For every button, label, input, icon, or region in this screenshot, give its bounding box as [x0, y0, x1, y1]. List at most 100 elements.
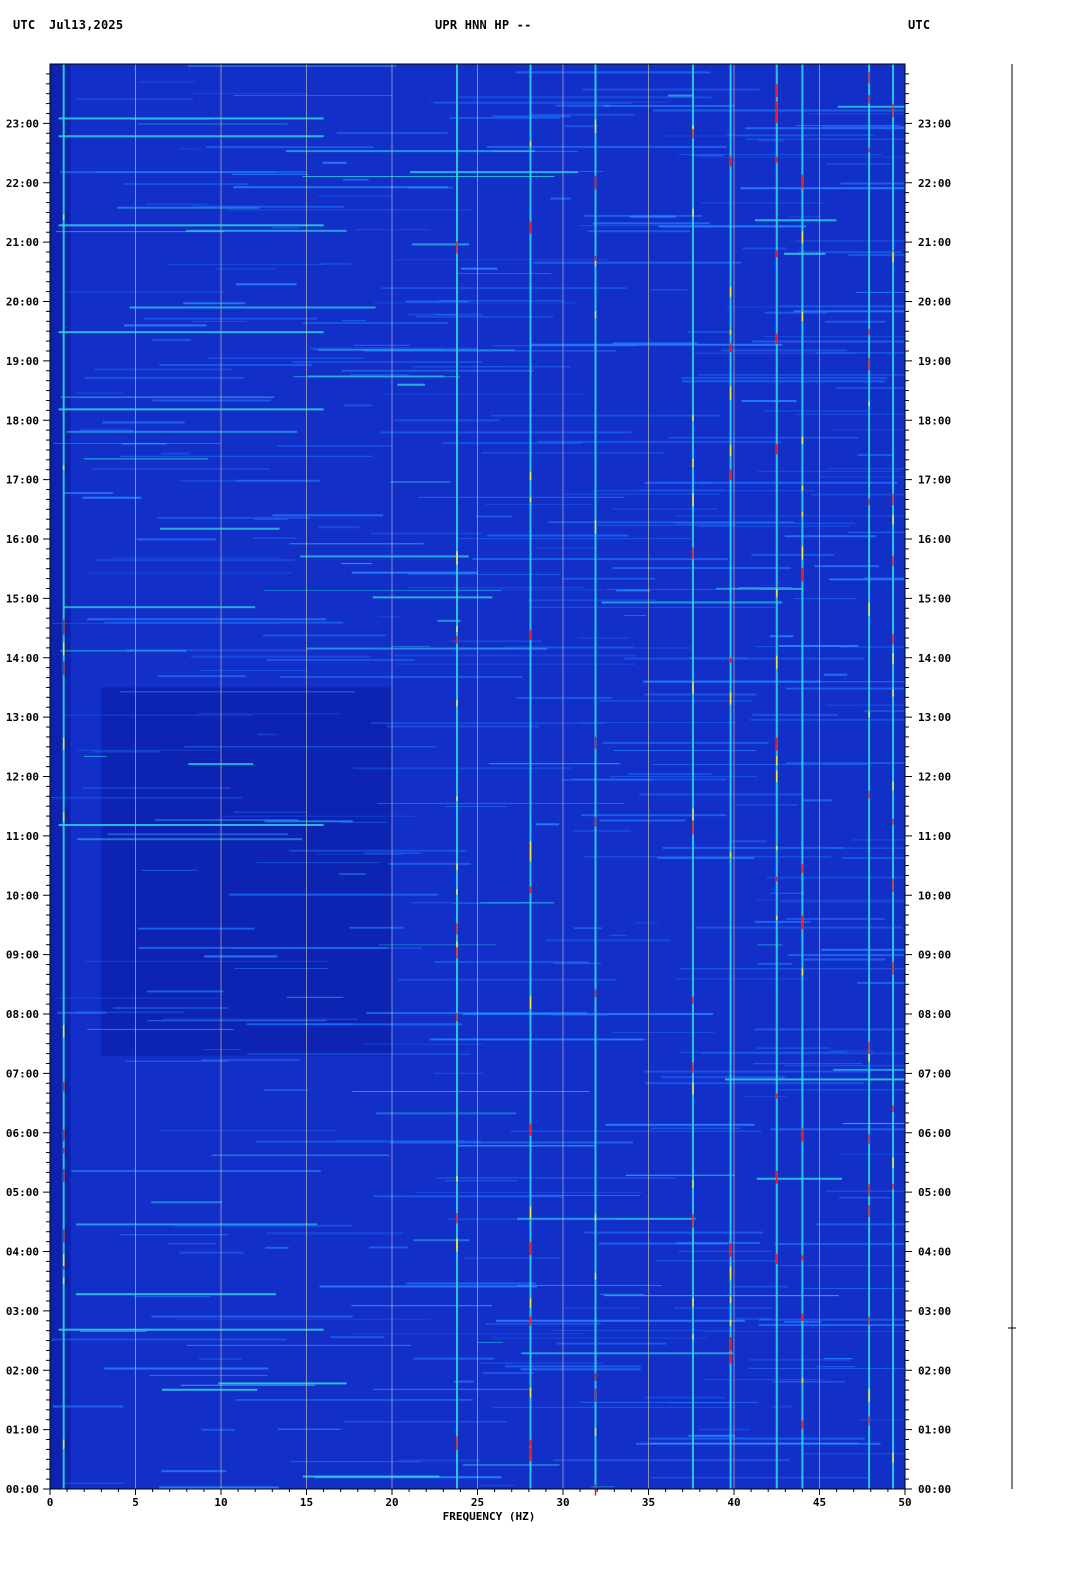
- noise-streak: [776, 1088, 905, 1091]
- noise-streak: [136, 538, 217, 541]
- noise-streak: [161, 1388, 258, 1391]
- noise-streak: [433, 102, 632, 104]
- noise-streak: [477, 1484, 515, 1486]
- noise-streak: [60, 649, 187, 652]
- noise-streak: [71, 1170, 321, 1173]
- noise-streak: [825, 704, 905, 706]
- noise-streak: [75, 1293, 276, 1296]
- noise-streak: [855, 291, 905, 293]
- noise-streak: [859, 1419, 905, 1421]
- noise-streak: [191, 320, 247, 322]
- noise-streak: [613, 750, 757, 752]
- noise-streak: [857, 981, 905, 984]
- noise-streak: [716, 587, 803, 590]
- noise-streak: [257, 733, 277, 736]
- noise-streak: [459, 96, 712, 99]
- noise-streak: [304, 1023, 354, 1026]
- noise-streak: [94, 368, 233, 371]
- noise-streak: [198, 669, 308, 671]
- noise-streak: [485, 503, 593, 505]
- y-tick-label-right: 02:00: [918, 1364, 951, 1377]
- noise-streak: [668, 437, 859, 439]
- noise-streak: [533, 261, 741, 264]
- noise-streak: [758, 962, 792, 965]
- noise-streak: [151, 1201, 223, 1204]
- noise-streak: [79, 1330, 147, 1332]
- noise-streak: [681, 380, 885, 383]
- noise-streak: [561, 779, 652, 781]
- noise-streak: [603, 741, 769, 744]
- broadband-burst: [58, 135, 324, 138]
- broadband-burst: [58, 117, 324, 120]
- noise-streak: [147, 990, 224, 993]
- station-title: UPR HNN HP --: [435, 18, 532, 32]
- noise-streak: [623, 657, 865, 660]
- noise-streak: [612, 1031, 715, 1033]
- noise-streak: [644, 481, 711, 484]
- noise-streak: [773, 1381, 845, 1383]
- noise-streak: [76, 1223, 318, 1226]
- y-tick-label-right: 06:00: [918, 1127, 951, 1140]
- noise-streak: [390, 481, 451, 483]
- left-timezone-label: UTC: [13, 18, 36, 32]
- noise-streak: [755, 920, 811, 923]
- noise-streak: [745, 127, 905, 130]
- noise-streak: [531, 113, 635, 116]
- noise-streak: [319, 262, 352, 265]
- noise-streak: [781, 900, 905, 903]
- noise-streak: [823, 1358, 853, 1360]
- noise-streak: [650, 1477, 870, 1479]
- noise-streak: [151, 339, 191, 342]
- noise-streak: [449, 116, 560, 119]
- noise-streak: [784, 535, 876, 538]
- noise-streak: [82, 496, 142, 499]
- noise-streak: [668, 1402, 733, 1404]
- y-tick-label-right: 00:00: [918, 1483, 951, 1496]
- quiet-band: [101, 687, 393, 1056]
- noise-streak: [457, 538, 692, 540]
- noise-streak: [372, 596, 493, 599]
- x-axis: 0 5 10 15 20 25 30 35 40 45 50: [47, 1489, 912, 1509]
- x-tick-label: 5: [132, 1496, 139, 1509]
- noise-streak: [688, 1434, 736, 1437]
- noise-streak: [235, 479, 320, 482]
- noise-streak: [292, 361, 483, 364]
- noise-streak: [610, 776, 758, 778]
- noise-streak: [553, 962, 602, 964]
- noise-streak: [651, 289, 688, 291]
- noise-streak: [340, 563, 372, 565]
- noise-streak: [863, 577, 905, 580]
- noise-streak: [537, 440, 781, 443]
- noise-streak: [486, 145, 727, 148]
- noise-streak: [319, 1285, 538, 1288]
- noise-streak: [643, 680, 822, 683]
- y-tick-label-left: 11:00: [6, 830, 39, 843]
- noise-streak: [414, 1192, 643, 1194]
- noise-streak: [750, 718, 905, 721]
- noise-streak: [673, 1307, 773, 1309]
- noise-streak: [264, 820, 353, 823]
- noise-streak: [599, 819, 686, 822]
- noise-streak: [413, 1357, 495, 1360]
- noise-streak: [464, 1257, 561, 1259]
- noise-streak: [410, 902, 532, 904]
- noise-streak: [312, 348, 444, 350]
- noise-streak: [643, 693, 757, 696]
- noise-streak: [678, 153, 883, 155]
- y-tick-label-left: 09:00: [6, 949, 39, 962]
- noise-streak: [788, 216, 821, 218]
- noise-streak: [160, 527, 280, 530]
- noise-streak: [159, 1130, 336, 1132]
- noise-streak: [222, 815, 415, 817]
- low-frequency-edge: [50, 64, 71, 1489]
- noise-streak: [138, 946, 389, 949]
- x-tick-label: 0: [47, 1496, 54, 1509]
- noise-streak: [180, 480, 252, 482]
- noise-streak: [253, 537, 297, 539]
- noise-streak: [720, 349, 848, 352]
- noise-streak: [398, 1459, 481, 1462]
- noise-streak: [829, 468, 905, 470]
- noise-streak: [381, 287, 627, 290]
- noise-streak: [407, 573, 561, 575]
- noise-streak: [272, 514, 384, 517]
